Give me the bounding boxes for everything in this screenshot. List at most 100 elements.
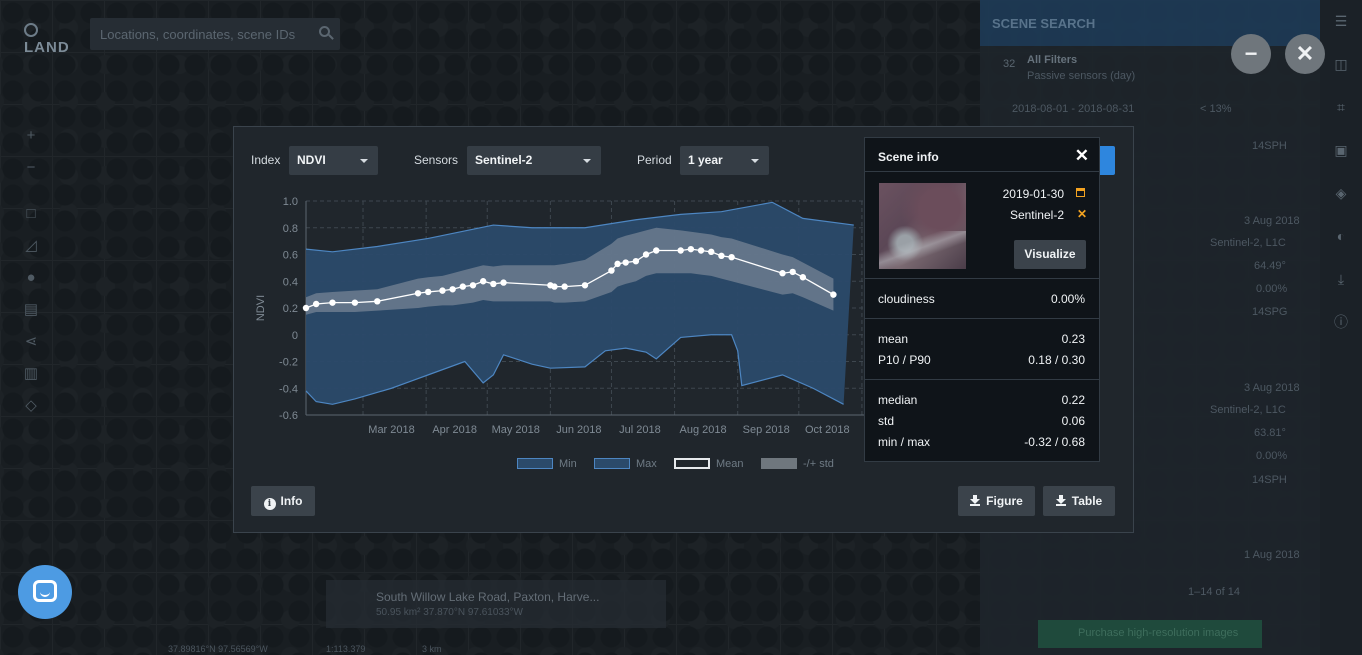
scene-tile: 14SPG bbox=[1252, 306, 1288, 318]
visualize-button[interactable]: Visualize bbox=[1014, 240, 1086, 269]
sensors-select[interactable]: Sentinel-2 bbox=[467, 146, 601, 175]
table-download-button[interactable]: Table bbox=[1043, 486, 1115, 516]
scene-date: 1 Aug 2018 bbox=[1244, 549, 1300, 561]
legend-min-swatch bbox=[517, 458, 553, 469]
filters-count-badge: 32 bbox=[1003, 58, 1016, 70]
scene-search-panel: SCENE SEARCH bbox=[980, 0, 1320, 655]
download-icon[interactable]: ⤓ bbox=[1337, 271, 1345, 287]
x-tick-label: Mar 2018 bbox=[368, 424, 414, 436]
zoom-out-icon[interactable]: − bbox=[26, 159, 36, 176]
scene-sensor: Sentinel-2, L1C bbox=[1210, 404, 1286, 416]
mean-point bbox=[414, 290, 422, 297]
mean-point bbox=[312, 300, 320, 308]
location-bar[interactable]: South Willow Lake Road, Paxton, Harve...… bbox=[326, 580, 666, 628]
filters-title[interactable]: All Filters bbox=[1027, 54, 1078, 66]
chat-button[interactable] bbox=[18, 565, 72, 619]
chevron-down-icon bbox=[751, 159, 759, 163]
layers-icon[interactable]: ◈ bbox=[1335, 185, 1347, 201]
mean-point bbox=[490, 280, 497, 288]
contrast-icon[interactable]: ◐ bbox=[1336, 228, 1346, 244]
mean-point bbox=[561, 283, 568, 290]
purchase-button[interactable]: Purchase high-resolution images bbox=[1038, 620, 1262, 648]
info-button[interactable]: i Info bbox=[251, 486, 315, 516]
mean-point bbox=[653, 247, 660, 254]
mean-point bbox=[687, 245, 695, 253]
close-icon[interactable]: ✕ bbox=[1074, 146, 1089, 165]
satellite-icon: ✕ bbox=[1076, 207, 1087, 221]
scene-sensor: Sentinel-2 bbox=[1009, 208, 1064, 222]
y-tick-label: 0.8 bbox=[283, 223, 298, 235]
close-button[interactable]: ✕ bbox=[1285, 34, 1325, 74]
collapse-icon[interactable]: ☰ bbox=[1334, 13, 1348, 29]
mean-point bbox=[642, 251, 650, 258]
legend-min-label: Min bbox=[559, 458, 577, 470]
pin-icon[interactable]: ● bbox=[26, 269, 36, 286]
mean-point bbox=[581, 282, 589, 289]
mean-point bbox=[718, 252, 725, 260]
cube-icon[interactable]: ◇ bbox=[25, 397, 37, 414]
index-value: NDVI bbox=[297, 153, 326, 167]
scene-date: 3 Aug 2018 bbox=[1244, 215, 1300, 227]
logo-text: LAND bbox=[24, 39, 70, 56]
scene-thumbnail[interactable] bbox=[879, 183, 966, 269]
period-label: Period bbox=[637, 153, 672, 167]
period-select[interactable]: 1 year bbox=[680, 146, 769, 175]
y-tick-label: -0.6 bbox=[279, 410, 298, 422]
date-range-filter[interactable]: 2018-08-01 - 2018-08-31 bbox=[1012, 103, 1135, 115]
cloudiness-label: cloudiness bbox=[878, 292, 935, 306]
cloud-filter[interactable]: < 13% bbox=[1200, 103, 1232, 115]
mean-point bbox=[779, 270, 786, 277]
figure-download-button[interactable]: Figure bbox=[958, 486, 1035, 516]
chat-icon bbox=[33, 580, 57, 602]
percentile-label: P10 / P90 bbox=[878, 353, 931, 367]
analytics-icon[interactable]: ▥ bbox=[23, 365, 39, 382]
minimize-button[interactable]: − bbox=[1231, 34, 1271, 74]
location-subtitle: 50.95 km² 37.870°N 97.61033°W bbox=[376, 607, 523, 618]
image-icon[interactable]: ▣ bbox=[1334, 142, 1348, 158]
y-tick-label: -0.4 bbox=[279, 383, 298, 395]
legend-max-swatch bbox=[594, 458, 630, 469]
crop-icon[interactable]: ⌗ bbox=[1337, 99, 1345, 115]
index-select[interactable]: NDVI bbox=[289, 146, 378, 175]
logo-ring-icon bbox=[24, 23, 38, 37]
info-button-label: Info bbox=[280, 494, 303, 508]
mean-point bbox=[789, 268, 796, 276]
scene-cloud: 0.00% bbox=[1256, 450, 1288, 462]
y-tick-label: 1.0 bbox=[283, 196, 298, 208]
scene-sensor: Sentinel-2, L1C bbox=[1210, 237, 1286, 249]
legend-std: -/+ std bbox=[761, 458, 834, 470]
mean-label: mean bbox=[878, 332, 909, 346]
map-toolbar: + − □ ◿ ● ▤ ⋖ ▥ ◇ bbox=[14, 120, 48, 422]
info-icon[interactable]: ⓘ bbox=[1334, 314, 1348, 330]
mean-point bbox=[351, 299, 359, 306]
map-layers-icon[interactable]: ▤ bbox=[23, 301, 39, 318]
mean-point bbox=[608, 267, 615, 274]
y-tick-label: 0.2 bbox=[283, 303, 298, 315]
zoom-in-icon[interactable]: + bbox=[26, 127, 36, 144]
median-label: median bbox=[878, 393, 918, 407]
divider bbox=[865, 318, 1099, 319]
mean-point bbox=[439, 287, 446, 294]
search-placeholder: Locations, coordinates, scene IDs bbox=[100, 27, 296, 42]
mean-point bbox=[459, 283, 466, 290]
draw-rectangle-icon[interactable]: □ bbox=[26, 205, 36, 222]
apply-button[interactable] bbox=[1097, 146, 1115, 175]
draw-polygon-icon[interactable]: ◿ bbox=[25, 237, 37, 254]
index-label: Index bbox=[251, 153, 281, 167]
legend-std-swatch bbox=[761, 458, 797, 469]
minmax-value: -0.32 / 0.68 bbox=[1024, 435, 1085, 449]
legend-mean-swatch bbox=[674, 458, 710, 469]
app-logo: LAND bbox=[24, 22, 82, 56]
legend-std-label: -/+ std bbox=[803, 458, 834, 470]
table-button-label: Table bbox=[1071, 494, 1103, 508]
share-icon[interactable]: ⋖ bbox=[24, 333, 38, 350]
mean-point bbox=[479, 278, 487, 285]
percentile-value: 0.18 / 0.30 bbox=[1028, 353, 1085, 367]
search-icon[interactable] bbox=[319, 26, 330, 37]
map-search-input[interactable]: Locations, coordinates, scene IDs bbox=[90, 18, 340, 50]
map-scale-km: 3 km bbox=[422, 644, 442, 654]
ndvi-chart: 1.0 0.8 0.6 0.4 0.2 0 -0.2 -0.4 -0.6 Mar 2018 Apr … bbox=[255, 196, 864, 436]
scene-cloud: 0.00% bbox=[1256, 283, 1288, 295]
mean-line bbox=[305, 248, 834, 309]
compare-icon[interactable]: ◫ bbox=[1334, 56, 1348, 72]
